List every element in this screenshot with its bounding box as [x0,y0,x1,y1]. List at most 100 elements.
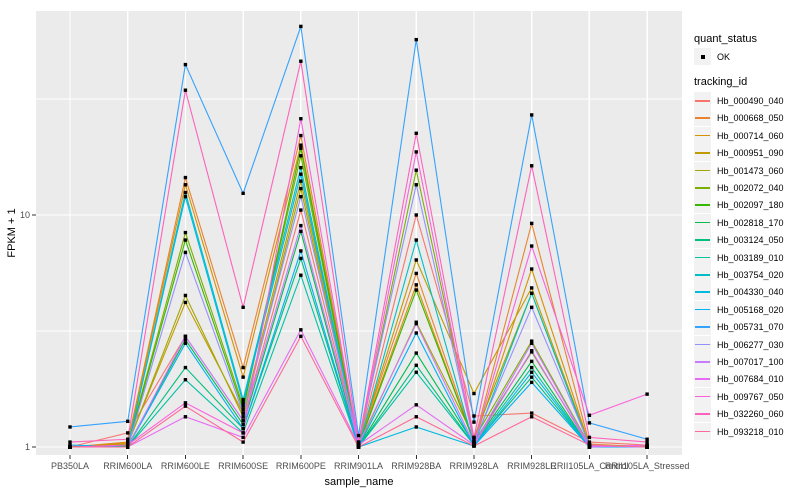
legend-line-swatch-icon [695,413,710,415]
legend-label-Hb_003189_010: Hb_003189_010 [717,252,784,263]
data-point [183,238,188,242]
data-point [241,365,245,370]
legend-line-swatch-icon [695,430,710,433]
data-point [414,363,418,367]
legend-key-Hb_005168_020 [694,300,711,318]
x-tick-label-RRIM928BA: RRIM928BA [391,461,442,471]
legend-label-Hb_032260_060: Hb_032260_060 [717,409,784,420]
legend-label-Hb_004330_040: Hb_004330_040 [717,287,784,298]
data-point [587,440,592,444]
data-point [414,403,418,407]
data-point [529,305,534,310]
data-point [299,223,303,228]
data-point [126,419,130,424]
data-point [472,444,476,448]
legend-label-Hb_006277_030: Hb_006277_030 [717,339,784,350]
data-point [299,59,303,63]
data-point [529,113,534,117]
legend-label-Hb_003754_020: Hb_003754_020 [717,270,784,280]
legend-key-Hb_003189_010 [694,248,711,266]
data-point [241,426,245,431]
data-point [529,221,534,226]
data-point [414,415,418,419]
data-point [183,401,188,405]
data-point [299,154,303,158]
legend-label-Hb_003124_050: Hb_003124_050 [717,235,784,246]
data-point [183,175,188,180]
x-tick-label-RRIM928LE: RRIM928LE [507,461,557,471]
data-point [241,415,245,419]
legend-key-Hb_005731_070 [694,318,711,336]
legend-line-swatch-icon [695,100,710,102]
data-point [414,168,418,172]
data-point [529,370,534,374]
data-point [414,288,418,292]
data-point [529,415,534,419]
legend-key-ok [694,48,711,65]
data-point [299,273,303,277]
legend-label-Hb_000668_050: Hb_000668_050 [717,113,784,124]
legend-label-Hb_002072_040: Hb_002072_040 [717,183,784,193]
data-point [529,341,534,345]
x-tick-label-RRIM600PE: RRIM600PE [275,461,326,471]
data-point [529,375,534,379]
data-point [529,267,534,271]
data-point [299,249,303,253]
data-point [299,194,303,199]
data-point [472,391,476,396]
x-tick-label-RRII105LA_Control: RRII105LA_Control [550,461,629,471]
x-tick-label-PB350LA: PB350LA [50,461,90,471]
data-point [241,191,245,196]
data-point [472,437,476,441]
data-point [183,300,188,305]
legend-line-swatch-icon [695,378,710,380]
legend-key-Hb_009767_050 [694,387,711,405]
data-point [472,414,476,418]
data-point [68,425,72,429]
data-point [472,435,476,440]
data-point [183,293,188,298]
legend-line-swatch-icon [695,239,710,241]
y-tick-label: 10 [19,210,30,220]
data-point [645,443,649,447]
legend-key-Hb_093218_010 [694,422,711,440]
legend-key-Hb_002072_040 [694,179,711,196]
data-point [183,334,188,339]
legend-line-swatch-icon [695,169,710,172]
data-point [472,420,476,424]
data-point [183,250,188,255]
data-point [68,443,72,447]
legend-key-Hb_007017_100 [694,353,711,370]
legend-key-Hb_000951_090 [694,144,711,162]
data-point [241,422,245,427]
x-tick-label-RRIM600LE: RRIM600LE [160,461,210,471]
legend-key-Hb_032260_060 [694,405,711,423]
data-point [183,404,188,408]
legend-key-Hb_001473_060 [694,161,711,179]
legend-line-swatch-icon [695,152,710,154]
data-point [645,445,649,449]
legend-title-tracking-id: tracking_id [694,76,748,88]
legend-label-Hb_005168_020: Hb_005168_020 [717,304,784,315]
data-point [241,305,245,310]
data-point [241,435,245,440]
legend-label-Hb_000490_040: Hb_000490_040 [717,96,784,106]
data-point [299,334,303,339]
data-point [414,238,418,242]
legend-label-Hb_000714_060: Hb_000714_060 [717,130,784,141]
data-point [299,117,303,121]
data-point [414,37,418,42]
data-point [183,341,188,345]
data-point [183,415,188,419]
data-point [587,435,592,440]
data-point [183,365,188,370]
data-point [299,143,303,147]
legend-label-Hb_002818_170: Hb_002818_170 [717,217,784,228]
data-point [529,411,534,415]
data-point [472,441,476,445]
x-tick-label-RRIM600LA: RRIM600LA [103,461,153,471]
legend-key-Hb_002097_180 [694,196,711,214]
legend-label-Hb_093218_010: Hb_093218_010 [717,426,784,437]
data-point [241,375,245,379]
